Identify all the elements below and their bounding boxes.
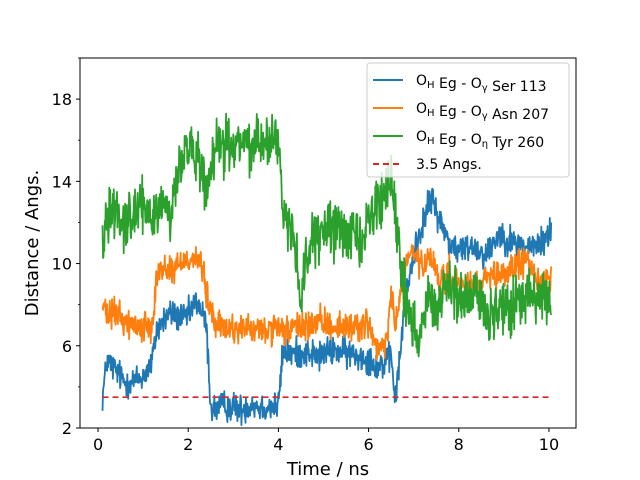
y-tick-label: 18 [52,90,72,109]
legend: OH Eg - Oγ Ser 113 OH Eg - Oγ Asn 207 OH E… [366,62,570,178]
series-line-3 [101,112,553,358]
x-tick-label: 2 [183,435,193,454]
y-tick-label: 14 [52,172,72,191]
x-tick-label: 6 [363,435,373,454]
legend-label: 3.5 Angs. [416,157,482,173]
x-tick-label: 0 [93,435,103,454]
legend-label: OH Eg - Oη Tyr 260 [416,129,544,151]
y-tick-label: 10 [52,255,72,274]
y-tick-label: 2 [62,419,72,438]
series-line-1 [101,187,553,426]
legend-frame [366,62,570,178]
legend-label: OH Eg - Oγ Asn 207 [416,101,549,123]
x-axis-label: Time / ns [286,459,369,480]
x-tick-label: 4 [273,435,283,454]
x-tick-label: 8 [454,435,464,454]
y-tick-label: 6 [62,337,72,356]
legend-label: OH Eg - Oγ Ser 113 [416,73,547,95]
y-axis-label: Distance / Angs. [22,170,43,316]
x-tick-label: 10 [539,435,559,454]
plot-frame [79,57,577,429]
